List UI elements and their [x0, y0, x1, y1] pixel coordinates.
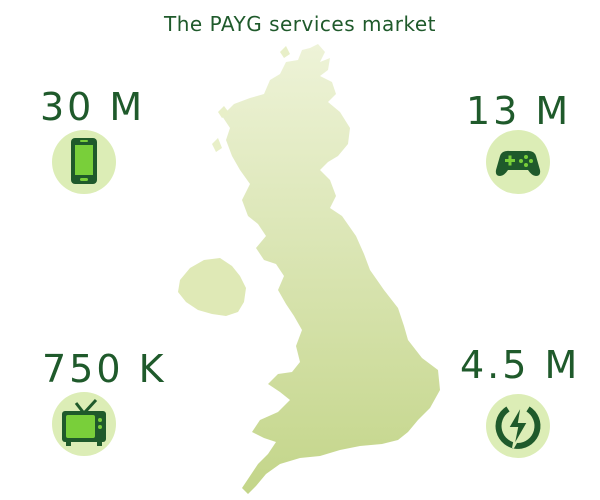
stat-value-tv: 750 K: [42, 347, 167, 391]
ireland-shape: [178, 258, 246, 316]
television-icon: [62, 398, 106, 446]
stat-icon-circle: [52, 130, 116, 194]
stat-icon-circle: [486, 130, 550, 194]
stat-value-gaming: 13 M: [466, 89, 572, 133]
stat-value-mobile: 30 M: [40, 85, 146, 129]
stat-value-energy: 4.5 M: [460, 343, 581, 387]
mobile-phone-icon: [71, 138, 97, 184]
uk-map: [178, 44, 440, 494]
great-britain-shape: [222, 44, 440, 494]
stat-icon-circle: [486, 394, 550, 458]
island-shape: [280, 46, 290, 58]
electricity-icon: [495, 403, 541, 449]
island-shape: [218, 106, 230, 118]
island-shape: [212, 138, 222, 152]
page-title: The PAYG services market: [164, 12, 436, 36]
stat-icon-circle: [52, 392, 116, 456]
gamepad-icon: [495, 150, 541, 176]
